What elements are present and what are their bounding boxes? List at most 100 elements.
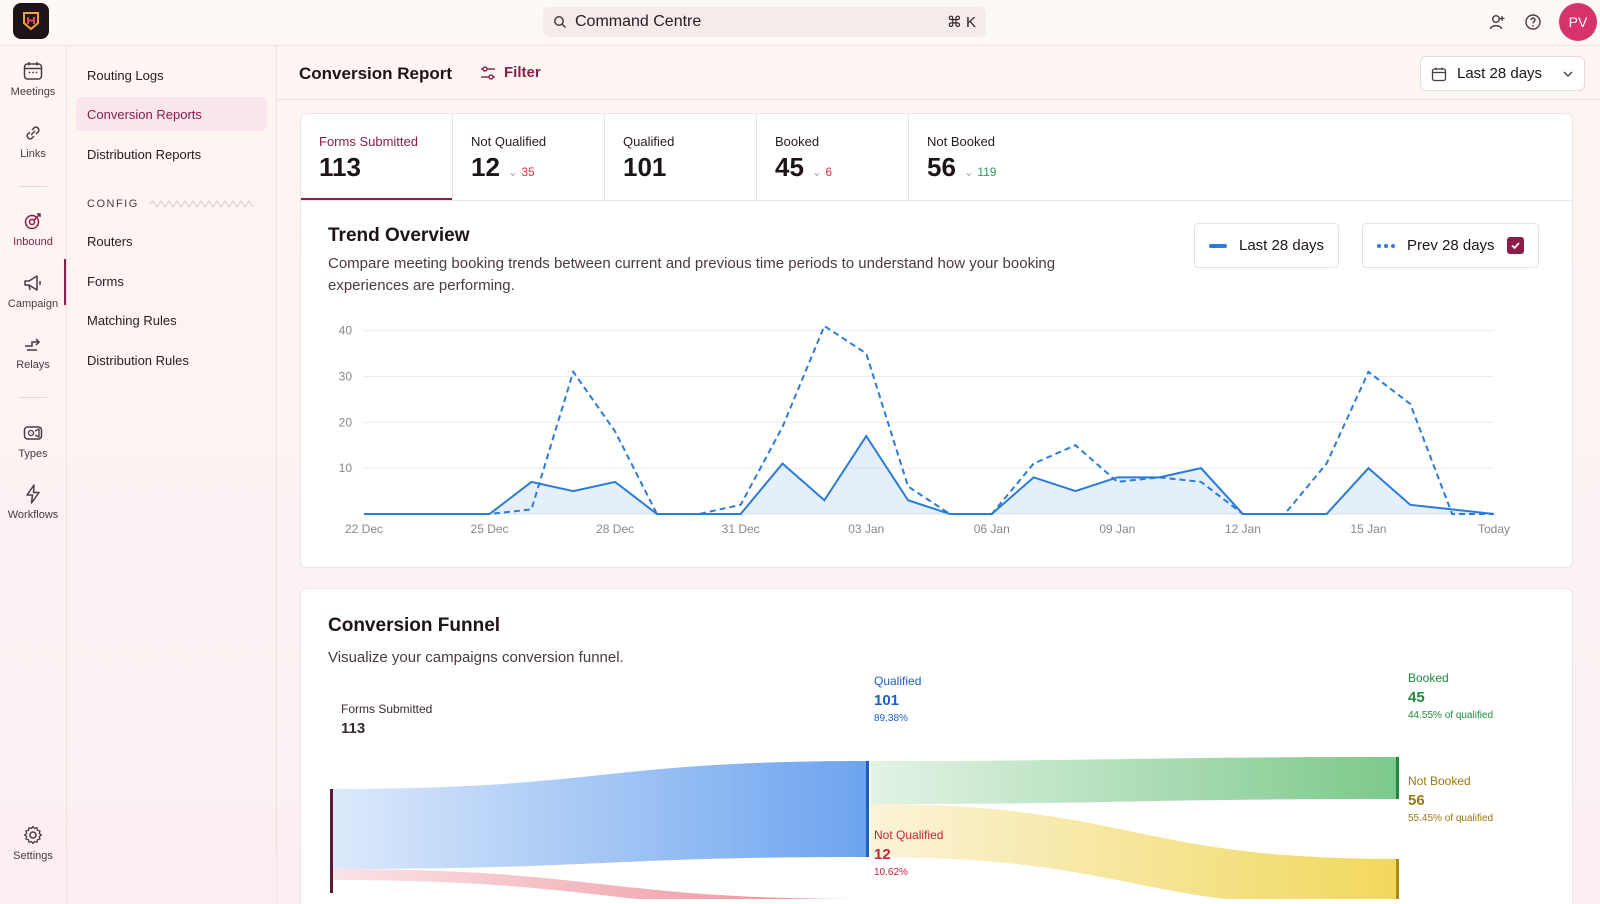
- x-tick-label: 25 Dec: [471, 522, 509, 536]
- megaphone-icon: [24, 275, 41, 291]
- funnel-booked-value: 45: [1408, 689, 1425, 706]
- rail-meetings[interactable]: Meetings: [0, 60, 66, 98]
- funnel-booked-label: Booked: [1408, 671, 1449, 685]
- command-search-label: Command Centre: [575, 13, 702, 30]
- secondary-nav: Routing Logs Conversion Reports Distribu…: [67, 46, 277, 904]
- stat-qualified[interactable]: Qualified 101: [605, 114, 757, 200]
- rail-active-indicator: [64, 259, 66, 305]
- rail-relays[interactable]: Relays: [0, 333, 66, 371]
- rail-types[interactable]: Types: [0, 422, 66, 460]
- stat-label: Forms Submitted: [319, 134, 418, 149]
- stat-forms-submitted[interactable]: Forms Submitted 113: [301, 114, 453, 200]
- chevron-down-icon: ⌄: [963, 165, 974, 179]
- inbound-icon: [24, 213, 41, 230]
- page-title: Conversion Report: [299, 64, 453, 83]
- nav-distribution-reports[interactable]: Distribution Reports: [87, 146, 202, 162]
- node-forms-submitted: [330, 789, 333, 893]
- rail-links[interactable]: Links: [0, 122, 66, 160]
- funnel-card: Conversion Funnel Visualize your campaig…: [300, 588, 1573, 904]
- relay-icon: [25, 338, 41, 351]
- stat-value: 113: [319, 152, 361, 182]
- wavy-divider: [148, 200, 254, 208]
- trend-description: Compare meeting booking trends between c…: [328, 253, 1055, 297]
- rail-links-label: Links: [20, 148, 46, 160]
- legend-last-28-days[interactable]: Last 28 days: [1194, 223, 1340, 268]
- stat-booked[interactable]: Booked 45 ⌄ 6: [757, 114, 909, 200]
- logo-icon: [23, 12, 39, 31]
- flow-forms-to-not-qualified: [333, 869, 866, 899]
- funnel-not-qualified-pct: 10.62%: [874, 867, 908, 878]
- stat-not-qualified[interactable]: Not Qualified 12 ⌄ 35: [453, 114, 605, 200]
- legend-prev-28-days[interactable]: Prev 28 days: [1362, 223, 1539, 268]
- chevron-down-icon: ⌄: [811, 165, 822, 179]
- rail-campaign[interactable]: Campaign: [0, 272, 66, 310]
- funnel-title: Conversion Funnel: [328, 615, 501, 636]
- stat-value: 45: [775, 152, 804, 182]
- checkbox-checked[interactable]: [1506, 237, 1524, 254]
- funnel-not-booked-value: 56: [1408, 792, 1425, 809]
- date-range-label: Last 28 days: [1457, 65, 1543, 82]
- trend-description-line: Compare meeting booking trends between c…: [328, 255, 1056, 272]
- x-tick-label: 28 Dec: [596, 522, 634, 536]
- config-section-label: CONFIG: [87, 198, 259, 210]
- flow-qualified-to-booked: [871, 757, 1396, 804]
- x-tick-label: 31 Dec: [722, 522, 760, 536]
- y-tick-label: 30: [339, 369, 353, 383]
- rail-settings[interactable]: Settings: [0, 824, 66, 862]
- help-icon[interactable]: [1522, 11, 1544, 33]
- trend-line-chart: 10 20 30 40 22 Dec 25 Dec 28 Dec 31 Dec 03 Jan 06…: [339, 324, 1510, 536]
- rail-types-label: Types: [18, 448, 48, 460]
- video-icon: [23, 426, 43, 440]
- stat-delta-value: 6: [825, 165, 833, 179]
- x-tick-label: Today: [1478, 522, 1510, 536]
- shortcut-hint: ⌘ K: [946, 14, 976, 31]
- top-bar: Command Centre ⌘ K PV: [0, 0, 1600, 46]
- stat-delta-value: 35: [521, 165, 535, 179]
- y-tick-label: 20: [339, 415, 353, 429]
- nav-routers[interactable]: Routers: [87, 233, 133, 249]
- trend-card: Forms Submitted 113 Not Qualified 12 ⌄ 3…: [300, 113, 1574, 568]
- rail-workflows-label: Workflows: [7, 509, 59, 521]
- nav-routing-logs[interactable]: Routing Logs: [87, 67, 164, 83]
- config-label-text: CONFIG: [87, 198, 139, 210]
- rail-workflows[interactable]: Workflows: [0, 483, 66, 521]
- date-range-select[interactable]: Last 28 days: [1420, 56, 1585, 91]
- funnel-qualified-pct: 89.38%: [874, 713, 908, 724]
- sliders-icon: [481, 65, 495, 80]
- funnel-description: Visualize your campaigns conversion funn…: [328, 649, 624, 666]
- stat-not-booked[interactable]: Not Booked 56 ⌄ 119: [909, 114, 1061, 200]
- icon-rail: Meetings Links Inbound Campaign Relays T…: [0, 46, 67, 904]
- series-line-prev-28-days: [364, 324, 1494, 515]
- stat-value: 56: [927, 152, 956, 182]
- stat-value: 12: [471, 152, 500, 182]
- legend-label: Last 28 days: [1239, 237, 1325, 254]
- stat-label: Booked: [775, 134, 820, 149]
- filter-button[interactable]: Filter: [480, 64, 541, 81]
- command-search[interactable]: Command Centre ⌘ K: [543, 7, 986, 37]
- rail-settings-label: Settings: [13, 850, 53, 862]
- calendar-icon: [1431, 67, 1447, 81]
- nav-forms[interactable]: Forms: [87, 273, 124, 289]
- funnel-forms-label: Forms Submitted: [341, 702, 433, 716]
- flow-forms-to-qualified: [333, 761, 866, 869]
- nav-distribution-rules[interactable]: Distribution Rules: [87, 352, 189, 368]
- stat-value: 101: [623, 152, 667, 182]
- y-tick-label: 10: [339, 461, 353, 475]
- solid-line-swatch: [1209, 243, 1227, 248]
- rail-inbound[interactable]: Inbound: [0, 210, 66, 248]
- x-tick-label: 22 Dec: [345, 522, 383, 536]
- node-qualified: [866, 761, 869, 857]
- nav-conversion-reports[interactable]: Conversion Reports: [76, 97, 267, 131]
- nav-matching-rules[interactable]: Matching Rules: [87, 312, 177, 328]
- y-tick-label: 40: [339, 324, 353, 338]
- gear-icon: [23, 825, 43, 845]
- funnel-not-booked-label: Not Booked: [1408, 774, 1471, 788]
- funnel-sankey: [330, 757, 1399, 899]
- invite-user-icon[interactable]: [1486, 11, 1508, 33]
- stat-delta: ⌄ 35: [508, 165, 535, 179]
- x-tick-label: 06 Jan: [974, 522, 1010, 536]
- search-icon: [554, 16, 567, 29]
- user-avatar[interactable]: PV: [1559, 3, 1597, 41]
- funnel-not-booked-pct: 55.45% of qualified: [1408, 813, 1494, 824]
- app-logo[interactable]: [13, 3, 49, 39]
